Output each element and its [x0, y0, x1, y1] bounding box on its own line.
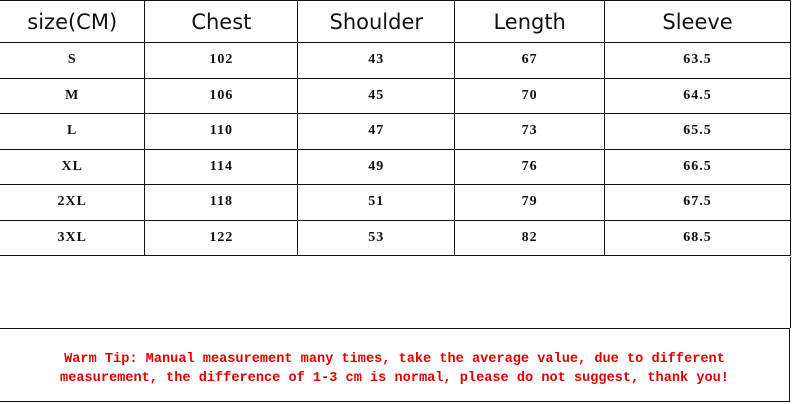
empty-area — [0, 257, 791, 328]
cell-sleeve: 65.5 — [604, 113, 791, 150]
cell-chest: 110 — [144, 113, 299, 150]
cell-shoulder: 47 — [297, 113, 456, 150]
header-row: size(CM) Chest Shoulder Length Sleeve — [0, 0, 791, 43]
table-row: XL 114 49 76 66.5 — [0, 148, 791, 185]
cell-shoulder: 43 — [297, 42, 456, 79]
cell-sleeve: 64.5 — [604, 77, 791, 114]
cell-sleeve: 63.5 — [604, 42, 791, 79]
warm-tip-line-2: measurement, the difference of 1-3 cm is… — [60, 371, 729, 386]
cell-length: 79 — [454, 184, 606, 221]
cell-shoulder: 49 — [297, 148, 456, 185]
cell-size: M — [0, 77, 146, 114]
cell-size: 3XL — [0, 219, 146, 256]
header-chest: Chest — [144, 0, 299, 43]
cell-chest: 106 — [144, 77, 299, 114]
table-row: L 110 47 73 65.5 — [0, 113, 791, 150]
cell-sleeve: 67.5 — [604, 184, 791, 221]
cell-sleeve: 68.5 — [604, 219, 791, 256]
cell-sleeve: 66.5 — [604, 148, 791, 185]
table-row: 3XL 122 53 82 68.5 — [0, 219, 791, 256]
cell-chest: 122 — [144, 219, 299, 256]
cell-length: 70 — [454, 77, 606, 114]
cell-shoulder: 53 — [297, 219, 456, 256]
cell-chest: 118 — [144, 184, 299, 221]
warm-tip-line-1: Warm Tip: Manual measurement many times,… — [64, 352, 725, 367]
cell-shoulder: 51 — [297, 184, 456, 221]
cell-chest: 114 — [144, 148, 299, 185]
cell-length: 82 — [454, 219, 606, 256]
cell-chest: 102 — [144, 42, 299, 79]
cell-length: 67 — [454, 42, 606, 79]
cell-size: 2XL — [0, 184, 146, 221]
cell-size: L — [0, 113, 146, 150]
cell-length: 73 — [454, 113, 606, 150]
cell-size: XL — [0, 148, 146, 185]
cell-size: S — [0, 42, 146, 79]
table-row: 2XL 118 51 79 67.5 — [0, 184, 791, 221]
header-shoulder: Shoulder — [297, 0, 456, 43]
cell-shoulder: 45 — [297, 77, 456, 114]
header-sleeve: Sleeve — [604, 0, 791, 43]
header-size: size(CM) — [0, 0, 146, 43]
table-row: S 102 43 67 63.5 — [0, 42, 791, 79]
cell-length: 76 — [454, 148, 606, 185]
warm-tip: Warm Tip: Manual measurement many times,… — [0, 328, 790, 402]
table-row: M 106 45 70 64.5 — [0, 77, 791, 114]
header-length: Length — [454, 0, 606, 43]
